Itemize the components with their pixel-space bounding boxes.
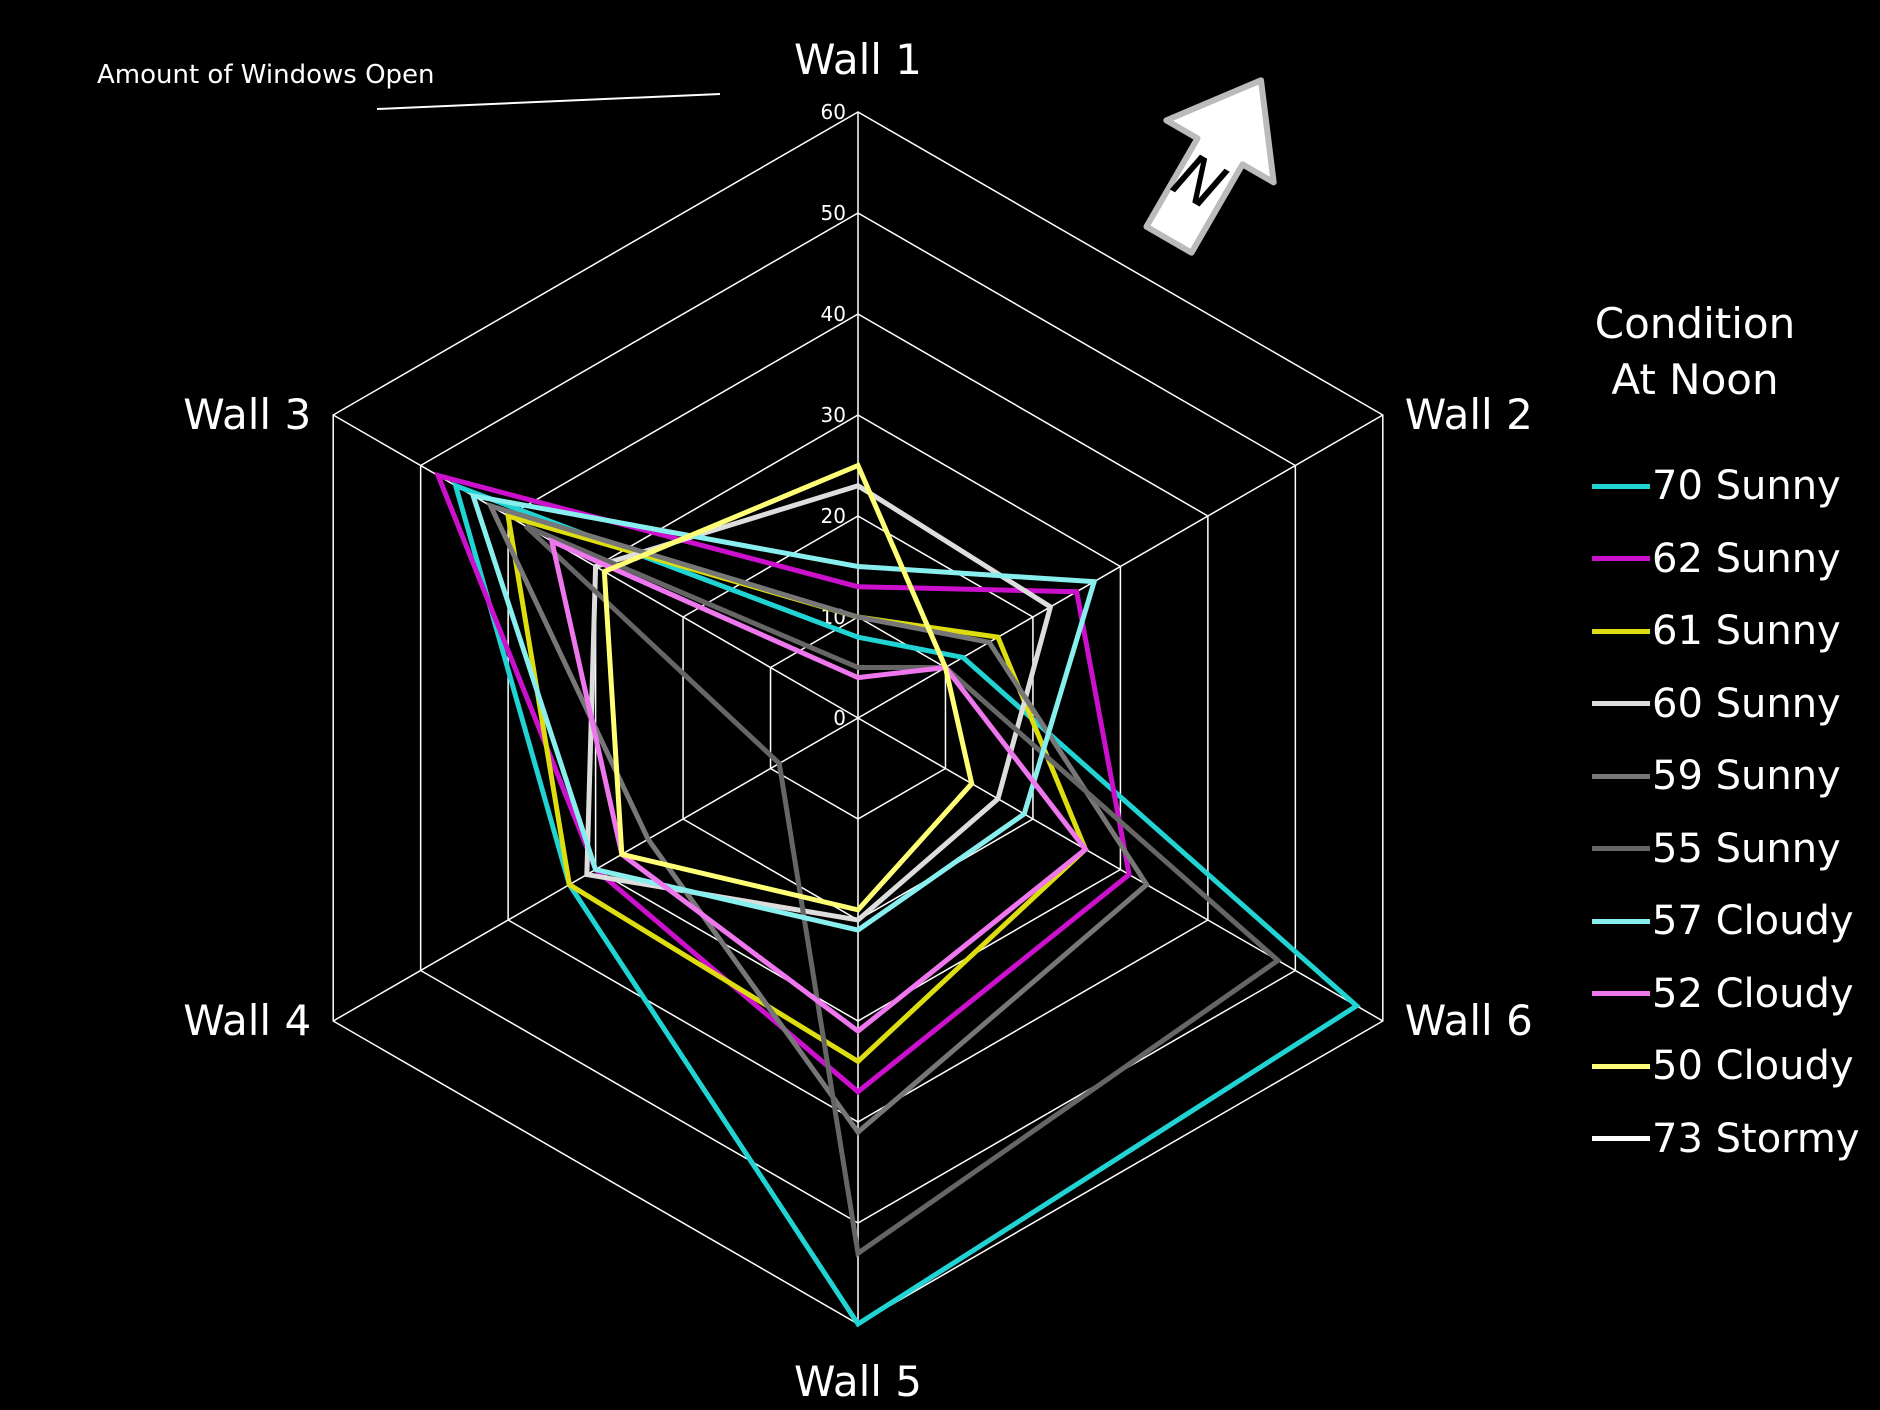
- annotation-leader-line: [376, 93, 721, 110]
- category-label: Wall 5: [794, 1357, 922, 1406]
- legend-item: 59 Sunny: [1592, 740, 1860, 813]
- north-arrow-shape: [1143, 77, 1277, 256]
- legend: 70 Sunny 62 Sunny 61 Sunny 60 Sunny 59 Sunny…: [1592, 450, 1860, 1175]
- legend-swatch: [1592, 483, 1650, 489]
- series-line: [485, 501, 1150, 1136]
- legend-item: 73 Stormy: [1592, 1103, 1860, 1176]
- category-label: Wall 3: [183, 390, 311, 439]
- data-series: [433, 462, 1361, 1328]
- legend-item: 61 Sunny: [1592, 595, 1860, 668]
- legend-label: 60 Sunny: [1652, 680, 1841, 727]
- tick-label: 60: [821, 100, 846, 124]
- series-line: [548, 536, 1089, 1035]
- legend-item: 50 Cloudy: [1592, 1030, 1860, 1103]
- legend-label: 55 Sunny: [1652, 825, 1841, 872]
- legend-label: 50 Cloudy: [1652, 1043, 1854, 1090]
- legend-swatch: [1592, 1063, 1650, 1069]
- legend-swatch: [1592, 701, 1650, 707]
- legend-item: 70 Sunny: [1592, 450, 1860, 523]
- legend-label: 57 Cloudy: [1652, 898, 1854, 945]
- series-line: [433, 471, 1132, 1095]
- legend-item: 52 Cloudy: [1592, 958, 1860, 1031]
- tick-label: 30: [821, 403, 846, 427]
- legend-swatch: [1592, 628, 1650, 634]
- legend-swatch: [1592, 556, 1650, 562]
- legend-label: 73 Stormy: [1652, 1115, 1860, 1162]
- category-label: Wall 4: [183, 996, 311, 1045]
- legend-label: 61 Sunny: [1652, 608, 1841, 655]
- legend-swatch: [1592, 773, 1650, 779]
- legend-title-line-1: Condition: [1594, 299, 1796, 348]
- series-line: [601, 462, 975, 913]
- category-label: Wall 1: [794, 35, 922, 84]
- series-line: [451, 481, 1361, 1328]
- legend-label: 70 Sunny: [1652, 463, 1841, 510]
- tick-label: 20: [821, 504, 846, 528]
- legend-label: 52 Cloudy: [1652, 970, 1854, 1017]
- legend-swatch: [1592, 918, 1650, 924]
- tick-label: 40: [821, 302, 846, 326]
- radar-axes: [332, 112, 1384, 1324]
- annotation-text: Amount of Windows Open: [97, 60, 435, 90]
- tick-label: 0: [833, 706, 846, 730]
- series-line: [523, 523, 1282, 1258]
- category-labels: Wall 1 Wall 2 Wall 6 Wall 5 Wall 4 Wall 3: [183, 35, 1533, 1406]
- legend-swatch: [1592, 1136, 1650, 1142]
- series-line: [505, 512, 1089, 1065]
- legend-swatch: [1592, 846, 1650, 852]
- legend-swatch: [1592, 991, 1650, 997]
- legend-item: 62 Sunny: [1592, 523, 1860, 596]
- legend-label: 62 Sunny: [1652, 535, 1841, 582]
- series-line: [584, 482, 1054, 923]
- legend-label: 59 Sunny: [1652, 753, 1841, 800]
- series-line: [469, 492, 1098, 933]
- category-label: Wall 6: [1405, 996, 1533, 1045]
- legend-item: 57 Cloudy: [1592, 885, 1860, 958]
- category-label: Wall 2: [1405, 390, 1533, 439]
- legend-item: 55 Sunny: [1592, 813, 1860, 886]
- legend-title-line-2: At Noon: [1611, 355, 1779, 404]
- legend-item: 60 Sunny: [1592, 668, 1860, 741]
- axis-spoke: [857, 717, 1384, 1022]
- legend-title: Condition At Noon: [1560, 296, 1830, 408]
- tick-label: 50: [821, 201, 846, 225]
- north-arrow: N: [1143, 77, 1277, 256]
